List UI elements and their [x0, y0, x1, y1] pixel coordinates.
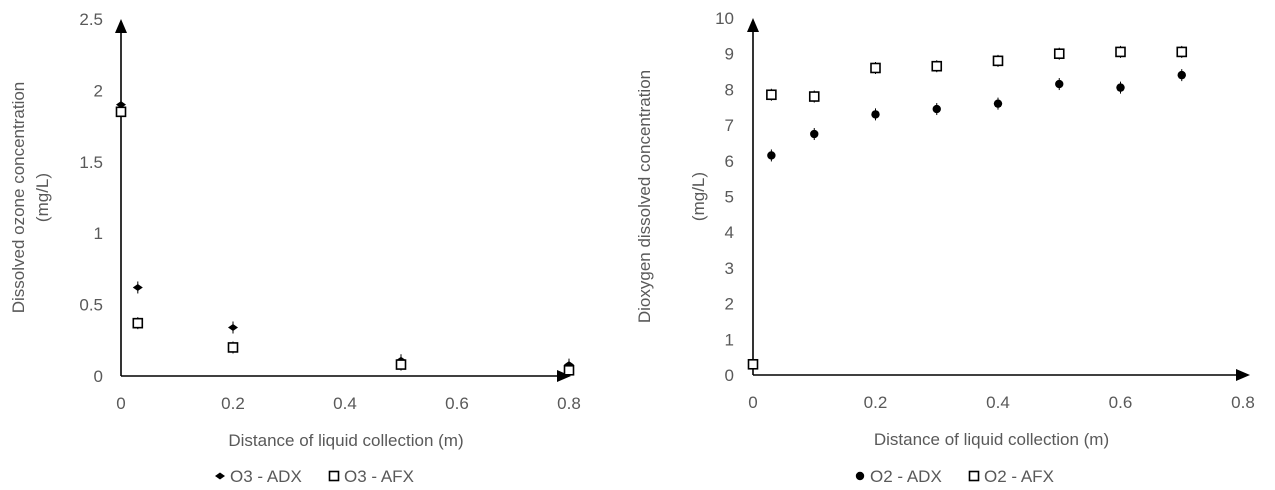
y-tick-label: 7 [725, 116, 734, 135]
data-point [808, 91, 820, 102]
legend-label: O2 - ADX [870, 467, 942, 486]
x-axis-label: Distance of liquid collection (m) [228, 431, 463, 450]
y-tick-label: 1 [725, 330, 734, 349]
data-point [992, 55, 1004, 67]
x-tick-label: 0.4 [986, 393, 1010, 412]
series-o3-afx [115, 105, 575, 377]
x-tick-label: 0.2 [864, 393, 888, 412]
y-tick-label: 10 [715, 9, 734, 28]
y-tick-label: 0 [94, 367, 103, 386]
y-tick-label: 0.5 [79, 296, 103, 315]
legend: O3 - ADX O3 - AFX [215, 467, 414, 486]
data-point [870, 62, 881, 74]
data-point [747, 358, 759, 370]
y-axis-label: Dioxygen dissolved concentration [635, 70, 654, 323]
y-tick-label: 1 [94, 224, 103, 243]
x-tick-label: 0.8 [1231, 393, 1255, 412]
data-point [563, 364, 575, 376]
y-axis-label: (mg/L) [33, 173, 52, 222]
data-point [1116, 83, 1125, 92]
data-point [931, 60, 943, 72]
data-point [993, 99, 1003, 108]
legend-marker [968, 470, 980, 482]
data-point [1176, 46, 1188, 58]
data-point [932, 104, 941, 114]
data-point [767, 151, 776, 160]
y-tick-label: 3 [725, 259, 734, 278]
y-tick-label: 6 [725, 152, 734, 171]
y-tick-label: 0 [725, 366, 734, 385]
x-tick-label: 0.8 [557, 394, 581, 413]
legend-marker [215, 472, 225, 480]
y-tick-label: 8 [725, 80, 734, 99]
y-axis-arrow [115, 19, 127, 33]
data-point [116, 101, 126, 109]
data-point [1177, 70, 1186, 80]
y-tick-label: 9 [725, 45, 734, 64]
data-point [395, 359, 407, 370]
data-point [1115, 46, 1126, 58]
series-o3-adx [116, 98, 574, 371]
x-tick-label: 0.6 [445, 394, 469, 413]
y-tick-label: 1.5 [79, 153, 103, 172]
data-point [766, 89, 777, 101]
series-o2-adx [767, 69, 1186, 162]
data-point [115, 106, 127, 118]
x-axis-label: Distance of liquid collection (m) [874, 430, 1109, 449]
x-tick-label: 0 [116, 394, 125, 413]
dioxygen-chart: 0 0.2 0.4 0.6 0.8 0 1 2 3 4 5 6 7 8 9 10 Distance of liq… [635, 9, 1255, 486]
y-axis-label: (mg/L) [689, 172, 708, 221]
x-axis-arrow [1236, 369, 1250, 381]
data-point [871, 110, 880, 119]
y-tick-label: 2 [94, 81, 103, 100]
legend-marker [855, 471, 865, 481]
data-point [227, 342, 239, 353]
y-tick-label: 2.5 [79, 10, 103, 29]
y-tick-label: 2 [725, 295, 734, 314]
y-axis-arrow [747, 18, 759, 32]
x-tick-label: 0.4 [333, 394, 357, 413]
legend-label: O3 - ADX [230, 467, 302, 486]
legend-label: O2 - AFX [984, 467, 1054, 486]
x-tick-label: 0.2 [221, 394, 245, 413]
y-tick-label: 5 [725, 188, 734, 207]
series-o2-afx [747, 45, 1188, 371]
legend-label: O3 - AFX [344, 467, 414, 486]
ozone-chart: 0 0.2 0.4 0.6 0.8 0 0.5 1 1.5 2 2.5 Distance of liq… [9, 10, 581, 486]
x-tick-label: 0 [748, 393, 757, 412]
data-point [1053, 48, 1065, 60]
x-tick-label: 0.6 [1109, 393, 1133, 412]
data-point [132, 317, 144, 329]
data-point [228, 323, 238, 331]
data-point [1055, 79, 1064, 89]
y-axis-label: Dissolved ozone concentration [9, 82, 28, 314]
data-point [132, 283, 143, 291]
data-point [810, 129, 819, 139]
y-tick-label: 4 [725, 223, 734, 242]
x-axis-arrow [557, 370, 571, 382]
legend: O2 - ADX O2 - AFX [855, 467, 1054, 486]
legend-marker [328, 470, 340, 482]
